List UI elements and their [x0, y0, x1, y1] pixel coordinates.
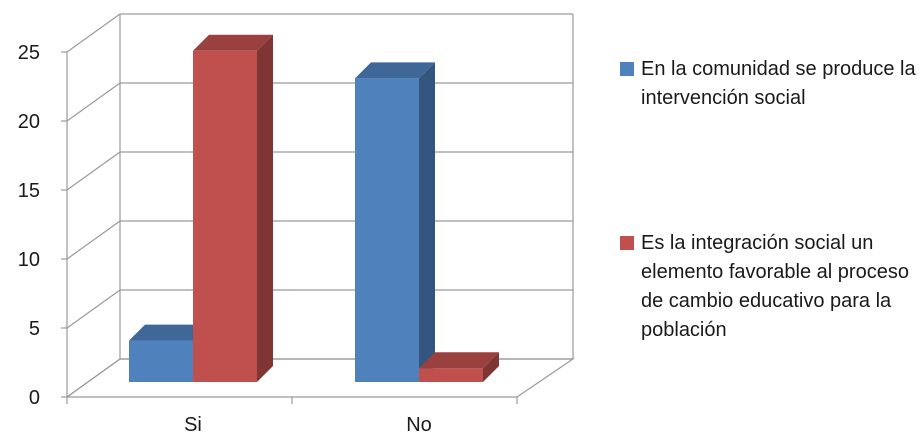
- legend-item-series-1: En la comunidad se produce la intervenci…: [620, 55, 921, 113]
- side-gridline: [66, 82, 121, 122]
- y-tick-label: 25: [18, 42, 40, 64]
- legend-item-series-2: Es la integración social un elemento fav…: [620, 229, 921, 345]
- y-tick-label: 5: [29, 318, 40, 340]
- y-tick-label: 0: [29, 387, 40, 409]
- bar-side: [257, 34, 273, 383]
- y-tick-label: 10: [18, 249, 40, 271]
- y-tick-label: 20: [18, 111, 40, 133]
- bar-front: [419, 368, 483, 382]
- legend-swatch-series-1: [620, 62, 634, 76]
- floor: [66, 358, 575, 398]
- bar-top: [419, 352, 499, 369]
- legend-label-series-1: En la comunidad se produce la intervenci…: [641, 58, 916, 109]
- side-gridline: [66, 151, 121, 191]
- legend: En la comunidad se produce la intervenci…: [620, 0, 924, 439]
- side-gridline: [66, 13, 121, 53]
- bar-top: [129, 324, 209, 341]
- side-gridline: [66, 289, 121, 329]
- bar-no-series-2: [419, 352, 499, 382]
- legend-swatch-series-2: [620, 236, 634, 250]
- bar-side: [483, 352, 499, 382]
- bar-front: [193, 50, 257, 383]
- bar-top: [355, 62, 435, 79]
- legend-label-series-2: Es la integración social un elemento fav…: [641, 232, 909, 341]
- bar-top: [193, 34, 273, 51]
- x-tick-label: No: [406, 414, 432, 436]
- bar-front: [129, 340, 193, 382]
- bar-si-series-2: [193, 34, 273, 383]
- x-tick-label: Si: [184, 414, 202, 436]
- bar-side: [419, 62, 435, 383]
- bar-front: [355, 78, 419, 383]
- side-gridline: [66, 220, 121, 260]
- bar-no-series-1: [355, 62, 435, 383]
- y-tick-label: 15: [18, 180, 40, 202]
